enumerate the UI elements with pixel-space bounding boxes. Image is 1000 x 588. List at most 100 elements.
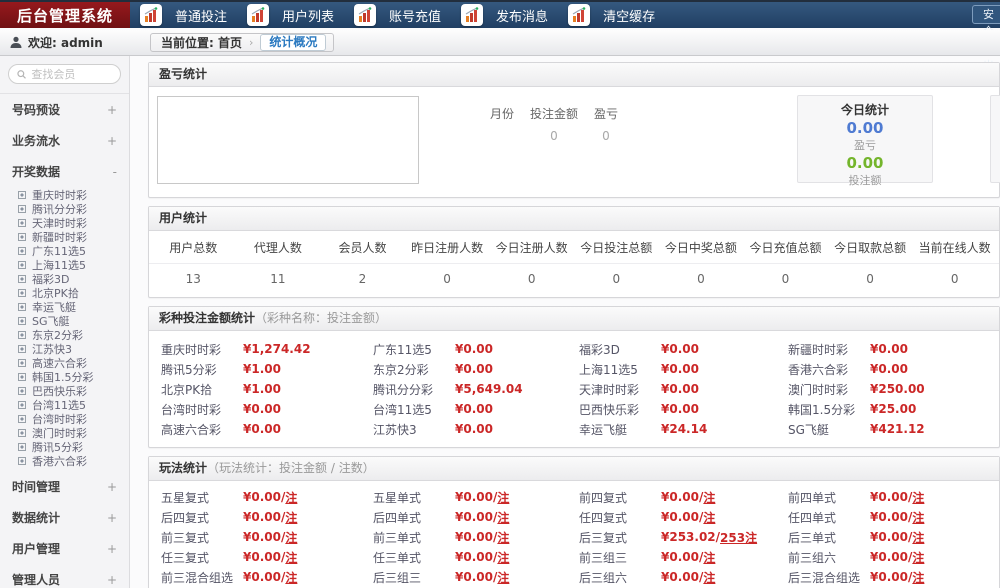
- nav-item[interactable]: 发布消息: [461, 4, 548, 26]
- sidebar-item-lottery[interactable]: 腾讯分分彩: [0, 202, 129, 216]
- sidebar-item-lottery[interactable]: 腾讯5分彩: [0, 440, 129, 454]
- grid-icon: [18, 345, 26, 353]
- sidebar-item-lottery[interactable]: 北京PK拾: [0, 286, 129, 300]
- lottery-stat-name: 韩国1.5分彩: [788, 402, 856, 417]
- sidebar-item-lottery[interactable]: 香港六合彩: [0, 454, 129, 468]
- play-stat-count-link[interactable]: 注: [703, 570, 716, 585]
- user-stats-value-cell: 0: [443, 272, 451, 286]
- sidebar-section[interactable]: 时间管理 +: [0, 471, 129, 502]
- nav-item[interactable]: 普通投注: [140, 4, 227, 26]
- sidebar-item-lottery[interactable]: 高速六合彩: [0, 356, 129, 370]
- play-stat-count-link[interactable]: 注: [703, 490, 716, 505]
- play-stat-amount: ¥0.00: [243, 490, 281, 504]
- lottery-stat-value: ¥0.00: [661, 362, 699, 376]
- play-stat-count-link[interactable]: 注: [285, 510, 298, 525]
- sidebar-item-lottery[interactable]: 澳门时时彩: [0, 426, 129, 440]
- user-stats-value-cell: 2: [358, 272, 367, 286]
- play-stat-separator: /: [698, 550, 704, 564]
- sidebar-item-lottery[interactable]: 东京2分彩: [0, 328, 129, 342]
- sidebar-sections-bottom: 时间管理 + 数据统计 + 用户管理 + 管理人员 + 佣金管理 +: [0, 471, 129, 588]
- play-stat-count-link[interactable]: 注: [285, 550, 298, 565]
- nav-item[interactable]: 用户列表: [247, 4, 334, 26]
- play-stat-count-link[interactable]: 注: [497, 510, 510, 525]
- sidebar-section[interactable]: 管理人员 +: [0, 564, 129, 588]
- play-stat-count-link[interactable]: 注: [497, 490, 510, 505]
- lottery-stats-subtitle: （彩种名称：投注金额）: [255, 311, 388, 325]
- lottery-stat-value: ¥1.00: [243, 382, 281, 396]
- lottery-item-label: 腾讯分分彩: [32, 203, 87, 216]
- play-stat-count-link[interactable]: 注: [497, 530, 510, 545]
- play-stat-item: 任四复式 ¥0.00 / 注: [579, 507, 788, 527]
- grid-icon: [18, 205, 26, 213]
- user-stats-value-cell: 0: [866, 272, 874, 286]
- play-stat-count-link[interactable]: 注: [285, 490, 298, 505]
- grid-icon: [18, 359, 26, 367]
- lottery-stat-value: ¥25.00: [870, 402, 917, 416]
- sidebar-section[interactable]: 业务流水 +: [0, 125, 129, 156]
- play-stat-separator: /: [907, 550, 913, 564]
- sidebar-item-lottery[interactable]: 台湾时时彩: [0, 412, 129, 426]
- play-stats-title: 玩法统计: [159, 461, 208, 475]
- play-stat-count-link[interactable]: 注: [912, 550, 925, 565]
- sidebar-section[interactable]: 用户管理 +: [0, 533, 129, 564]
- play-stat-name: 五星复式: [161, 490, 210, 505]
- today-bet-label: 投注额: [848, 174, 882, 187]
- sidebar-item-lottery[interactable]: 天津时时彩: [0, 216, 129, 230]
- play-stat-count-link[interactable]: 注: [912, 570, 925, 585]
- sidebar-item-lottery[interactable]: 重庆时时彩: [0, 188, 129, 202]
- panel-title-lottery-stats: 彩种投注金额统计（彩种名称：投注金额）: [149, 307, 999, 331]
- sidebar-section[interactable]: 号码预设 +: [0, 94, 129, 125]
- profit-mini-values: 0 0: [487, 129, 621, 143]
- sidebar-section[interactable]: 开奖数据 -: [0, 156, 129, 187]
- search-icon: [17, 69, 26, 79]
- grid-icon: [18, 219, 26, 227]
- sidebar-section-label: 号码预设: [12, 103, 61, 117]
- yesterday-bet-value: 0.00: [991, 154, 1000, 172]
- play-stat-item: 任四单式 ¥0.00 / 注: [788, 507, 999, 527]
- sidebar-item-lottery[interactable]: 广东11选5: [0, 244, 129, 258]
- lottery-item-label: 广东11选5: [32, 245, 86, 258]
- play-stat-name: 五星单式: [373, 490, 422, 505]
- play-stat-name: 任四单式: [788, 510, 837, 525]
- play-stat-count-link[interactable]: 注: [912, 510, 925, 525]
- play-stat-count-link[interactable]: 注: [912, 490, 925, 505]
- sidebar-search[interactable]: [8, 64, 121, 84]
- lottery-stat-item: 上海11选5 ¥0.00: [579, 359, 788, 379]
- profit-body: 月份 投注金额 盈亏 0 0 今日统计 0.00 盈亏 0.00 投注额 昨日统…: [149, 87, 1000, 197]
- play-stat-amount: ¥0.00: [870, 510, 908, 524]
- lottery-stat-item: 巴西快乐彩 ¥0.00: [579, 399, 788, 419]
- sidebar-item-lottery[interactable]: 江苏快3: [0, 342, 129, 356]
- lottery-stat-item: 幸运飞艇 ¥24.14: [579, 419, 788, 439]
- play-stat-count-link[interactable]: 注: [912, 530, 925, 545]
- sidebar-item-lottery[interactable]: 韩国1.5分彩: [0, 370, 129, 384]
- breadcrumb-tab-overview[interactable]: 统计概况: [260, 34, 327, 51]
- play-stat-count-link[interactable]: 注: [285, 570, 298, 585]
- lottery-stat-name: 高速六合彩: [161, 422, 222, 437]
- lottery-stat-item: 台湾11选5 ¥0.00: [373, 399, 579, 419]
- nav-item[interactable]: 账号充值: [354, 4, 441, 26]
- lottery-stat-item: 新疆时时彩 ¥0.00: [788, 339, 999, 359]
- sidebar-item-lottery[interactable]: 上海11选5: [0, 258, 129, 272]
- play-stat-name: 前三复式: [161, 530, 210, 545]
- lottery-stat-name: 香港六合彩: [788, 362, 849, 377]
- lottery-item-label: 腾讯5分彩: [32, 441, 83, 454]
- user-stats-header-cell: 昨日注册人数: [411, 241, 484, 255]
- play-stat-count-link[interactable]: 253注: [720, 530, 758, 545]
- sidebar-item-lottery[interactable]: 幸运飞艇: [0, 300, 129, 314]
- play-stat-count-link[interactable]: 注: [497, 570, 510, 585]
- nav-item[interactable]: 清空缓存: [568, 4, 655, 26]
- sidebar-item-lottery[interactable]: 新疆时时彩: [0, 230, 129, 244]
- play-stat-count-link[interactable]: 注: [285, 530, 298, 545]
- sidebar-item-lottery[interactable]: 巴西快乐彩: [0, 384, 129, 398]
- play-stat-count-link[interactable]: 注: [703, 550, 716, 565]
- sidebar-section[interactable]: 数据统计 +: [0, 502, 129, 533]
- play-stat-count-link[interactable]: 注: [703, 510, 716, 525]
- play-stat-amount: ¥0.00: [455, 530, 493, 544]
- search-input[interactable]: [31, 67, 112, 81]
- sidebar-item-lottery[interactable]: SG飞艇: [0, 314, 129, 328]
- logout-button[interactable]: 安全退出: [972, 5, 1000, 72]
- sidebar-item-lottery[interactable]: 福彩3D: [0, 272, 129, 286]
- play-stat-count-link[interactable]: 注: [497, 550, 510, 565]
- lottery-item-label: 新疆时时彩: [32, 231, 87, 244]
- sidebar-item-lottery[interactable]: 台湾11选5: [0, 398, 129, 412]
